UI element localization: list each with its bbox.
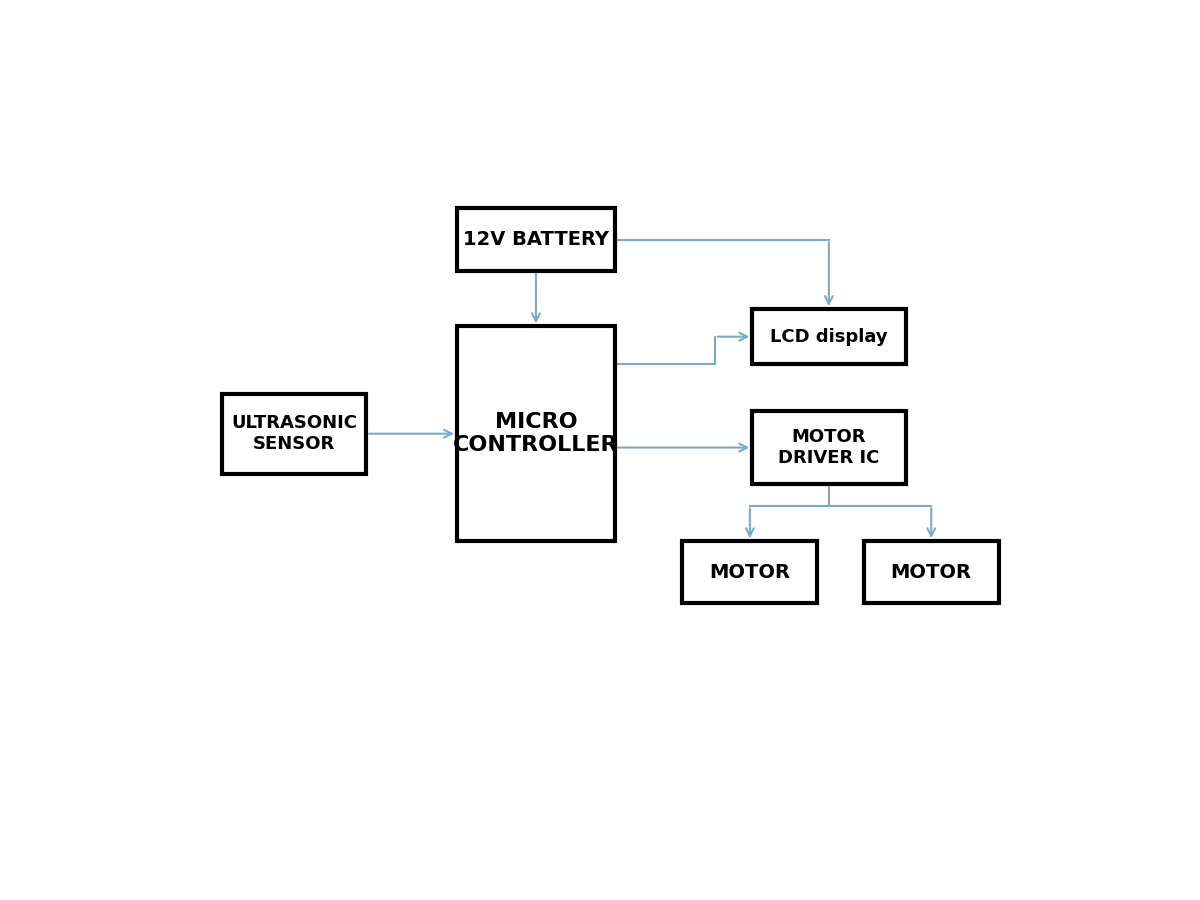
Text: ULTRASONIC
SENSOR: ULTRASONIC SENSOR	[232, 414, 358, 453]
Text: MOTOR
DRIVER IC: MOTOR DRIVER IC	[779, 428, 880, 467]
FancyBboxPatch shape	[864, 541, 998, 604]
FancyBboxPatch shape	[752, 309, 906, 365]
Text: MICRO
CONTROLLER: MICRO CONTROLLER	[454, 412, 619, 455]
FancyBboxPatch shape	[222, 394, 366, 473]
FancyBboxPatch shape	[457, 209, 616, 271]
FancyBboxPatch shape	[457, 327, 616, 541]
Text: MOTOR: MOTOR	[890, 562, 972, 581]
FancyBboxPatch shape	[683, 541, 817, 604]
FancyBboxPatch shape	[752, 411, 906, 484]
Text: MOTOR: MOTOR	[709, 562, 791, 581]
Text: 12V BATTERY: 12V BATTERY	[463, 230, 608, 249]
Text: LCD display: LCD display	[770, 328, 888, 346]
